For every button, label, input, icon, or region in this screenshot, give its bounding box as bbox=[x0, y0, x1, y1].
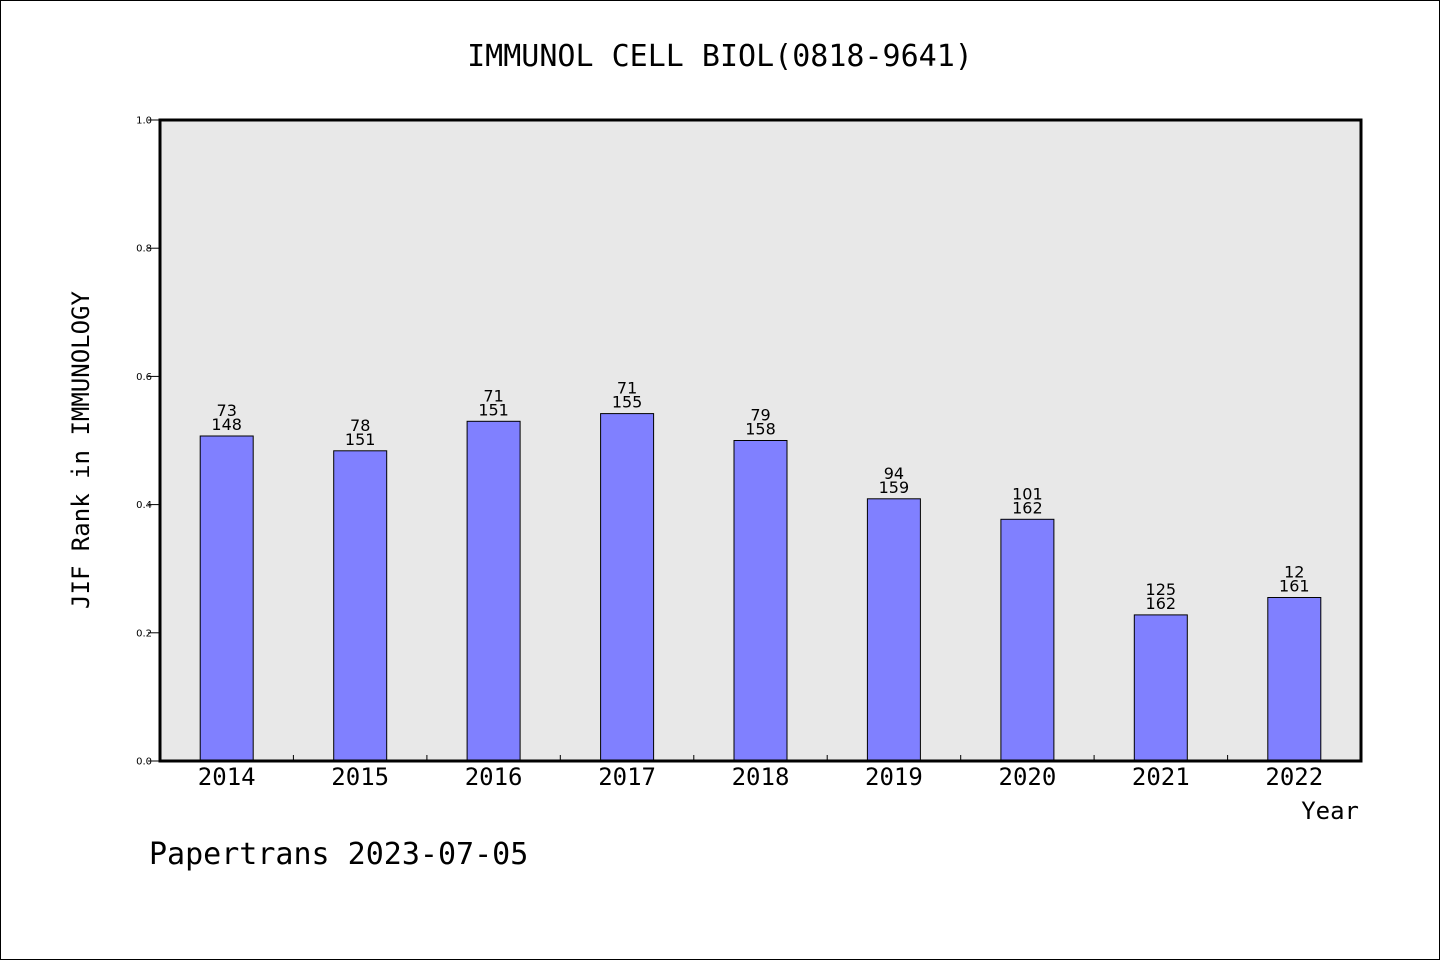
data-label-rank: 101 bbox=[1012, 484, 1043, 503]
bars-group bbox=[199, 413, 1322, 762]
data-label-rank: 94 bbox=[884, 464, 904, 483]
bar-2018 bbox=[733, 440, 788, 762]
data-label-total: 151 bbox=[345, 430, 376, 449]
x-tick-label: 2020 bbox=[999, 763, 1057, 791]
data-label-rank: 12 bbox=[1284, 563, 1304, 582]
x-tick-label: 2018 bbox=[732, 763, 790, 791]
data-label-total: 162 bbox=[1012, 498, 1043, 517]
data-label-total: 158 bbox=[745, 420, 776, 439]
y-tick-label: 0.8 bbox=[136, 244, 152, 255]
data-label-total: 155 bbox=[612, 393, 643, 412]
data-label-total: 161 bbox=[1279, 577, 1310, 596]
data-label-rank: 79 bbox=[750, 406, 770, 425]
x-tick-label: 2014 bbox=[198, 763, 256, 791]
x-tick-label: 2019 bbox=[865, 763, 923, 791]
y-axis-ticks: 0.0 0.2 0.4 0.6 0.8 1.0 bbox=[136, 116, 160, 768]
x-axis-ticks: 2014 2015 2016 2017 2018 2019 2020 2021 2022 bbox=[198, 755, 1323, 791]
data-label-rank: 125 bbox=[1146, 580, 1177, 599]
data-label-total: 148 bbox=[211, 415, 242, 434]
data-label-total: 162 bbox=[1146, 594, 1177, 613]
y-tick-label: 0.4 bbox=[136, 500, 152, 511]
x-axis-label: Year bbox=[1301, 797, 1359, 825]
footer-text: Papertrans 2023-07-05 bbox=[149, 837, 528, 872]
bar-2022 bbox=[1267, 597, 1322, 762]
data-label-total: 151 bbox=[478, 400, 509, 419]
bar-2015 bbox=[333, 450, 388, 762]
x-tick-label: 2022 bbox=[1265, 763, 1323, 791]
bar-2021 bbox=[1133, 614, 1188, 762]
data-label-rank: 71 bbox=[617, 379, 637, 398]
chart-title: IMMUNOL CELL BIOL(0818-9641) bbox=[467, 39, 973, 74]
data-label-rank: 71 bbox=[483, 386, 503, 405]
bar-2020 bbox=[1000, 518, 1055, 762]
data-label-rank: 73 bbox=[217, 401, 237, 420]
data-label-total: 159 bbox=[879, 478, 910, 497]
y-tick-label: 0.0 bbox=[136, 757, 152, 768]
x-tick-label: 2021 bbox=[1132, 763, 1190, 791]
y-tick-label: 1.0 bbox=[136, 116, 152, 127]
bar-2014 bbox=[199, 435, 254, 762]
bar-2017 bbox=[600, 413, 655, 762]
y-tick-label: 0.2 bbox=[136, 628, 152, 639]
bar-2019 bbox=[866, 498, 921, 762]
data-label-rank: 78 bbox=[350, 416, 370, 435]
plot-border bbox=[158, 118, 1363, 763]
x-tick-label: 2017 bbox=[598, 763, 656, 791]
bar-2016 bbox=[466, 420, 521, 762]
y-tick-label: 0.6 bbox=[136, 372, 152, 383]
y-axis-label: JIF Rank in IMMUNOLOGY bbox=[67, 291, 95, 609]
x-tick-label: 2015 bbox=[331, 763, 389, 791]
x-tick-label: 2016 bbox=[465, 763, 523, 791]
